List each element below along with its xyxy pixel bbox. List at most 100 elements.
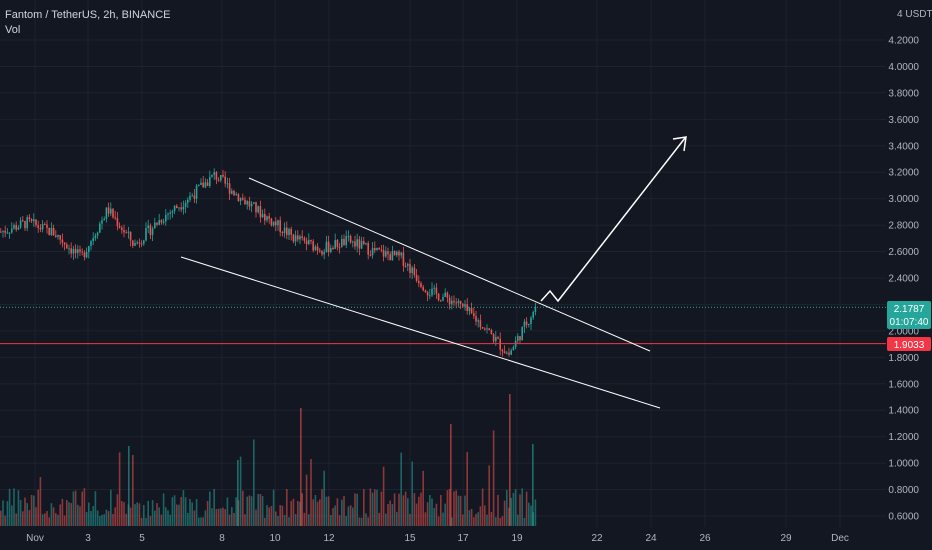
volume-bar xyxy=(308,514,310,526)
volume-label: Vol xyxy=(5,24,20,36)
candle-body xyxy=(336,240,339,248)
price-tick-label: 1.2000 xyxy=(888,432,919,443)
volume-bar xyxy=(68,502,70,526)
channel-lower-line[interactable] xyxy=(180,256,661,409)
channel-drawing[interactable] xyxy=(180,177,661,409)
volume-bar xyxy=(250,496,253,526)
volume-bar xyxy=(371,492,374,526)
volume-bar xyxy=(380,491,383,526)
candle-body xyxy=(81,251,83,253)
candle-body xyxy=(92,238,94,242)
candle-body xyxy=(288,228,290,236)
candle-body xyxy=(407,264,409,266)
volume-bar xyxy=(46,511,48,526)
volume-bar xyxy=(319,499,321,526)
time-tick-label: 26 xyxy=(699,533,711,544)
candle-body xyxy=(70,248,72,254)
volume-bar xyxy=(481,488,484,526)
candle-body xyxy=(94,235,97,239)
volume-bar xyxy=(220,508,222,526)
volume-bar xyxy=(387,504,389,526)
price-axis-unit: 4 USDT xyxy=(897,9,932,20)
candle-body xyxy=(235,194,237,196)
candle-body xyxy=(158,220,160,225)
candle-body xyxy=(338,247,341,249)
volume-bar xyxy=(288,517,290,526)
volume-bar xyxy=(294,513,297,526)
channel-upper-line[interactable] xyxy=(248,177,651,352)
volume-bar xyxy=(457,495,460,526)
volume-bar xyxy=(202,517,204,526)
candle-body xyxy=(19,220,22,228)
candle-body xyxy=(365,243,367,245)
volume-bar xyxy=(41,514,44,526)
candle-body xyxy=(112,208,114,218)
candle-body xyxy=(459,300,462,304)
candle-body xyxy=(173,205,176,212)
volume-bar xyxy=(391,504,394,526)
arrow-drawing[interactable] xyxy=(540,136,687,303)
volume-bar xyxy=(264,517,266,526)
candle-body xyxy=(268,216,270,219)
volume-bar xyxy=(70,503,72,526)
candle-body xyxy=(409,264,411,274)
candle-body xyxy=(316,246,319,251)
price-tick-label: 2.8000 xyxy=(888,221,919,232)
price-tick-label: 2.4000 xyxy=(888,274,919,285)
volume-bar xyxy=(272,489,275,526)
volume-bar xyxy=(140,517,143,526)
volume-bar xyxy=(143,505,145,526)
volume-bar xyxy=(259,493,262,526)
candle-body xyxy=(297,235,299,240)
volume-bar xyxy=(512,492,515,526)
candle-body xyxy=(354,241,356,247)
candle-body xyxy=(33,219,35,222)
candle-body xyxy=(246,201,248,205)
candle-body xyxy=(264,213,266,221)
volume-bar xyxy=(11,505,13,526)
volume-bars xyxy=(0,394,537,526)
volume-bar xyxy=(429,495,431,526)
candle-body xyxy=(294,235,297,242)
candle-body xyxy=(22,220,24,222)
volume-bar xyxy=(382,466,385,526)
volume-bar xyxy=(74,490,77,526)
candle-body xyxy=(90,241,92,247)
volume-bar xyxy=(305,474,308,526)
volume-bar xyxy=(171,497,174,526)
volume-bar xyxy=(35,507,37,526)
volume-bar xyxy=(486,514,488,526)
volume-bar xyxy=(19,499,22,526)
candle-body xyxy=(389,254,391,261)
candle-body xyxy=(345,236,347,246)
volume-bar xyxy=(534,499,537,526)
candle-body xyxy=(446,292,449,298)
candle-body xyxy=(250,203,253,207)
candle-body xyxy=(228,183,231,194)
candle-body xyxy=(239,197,242,202)
candle-body xyxy=(213,172,215,175)
volume-bar xyxy=(198,517,200,526)
candle-body xyxy=(35,219,37,226)
volume-bar xyxy=(426,502,429,526)
volume-bar xyxy=(352,507,354,526)
volume-bar xyxy=(222,507,224,526)
candle-body xyxy=(422,287,424,291)
candle-body xyxy=(523,321,526,327)
candle-body xyxy=(215,172,218,180)
candle-body xyxy=(17,227,20,230)
volume-bar xyxy=(121,500,123,526)
time-axis[interactable]: Nov 3 5 8 10 12 15 17 19 22 24 26 29 Dec xyxy=(26,533,849,544)
candle-body xyxy=(270,218,273,226)
price-tick-label: 3.8000 xyxy=(888,88,919,99)
volume-bar xyxy=(442,512,444,526)
volume-bar xyxy=(118,452,121,526)
volume-bar xyxy=(167,510,169,526)
candle-body xyxy=(151,228,154,235)
candle-body xyxy=(475,316,477,322)
volume-bar xyxy=(138,503,141,526)
volume-bar xyxy=(418,496,420,526)
candle-body xyxy=(110,208,112,214)
candle-body xyxy=(134,243,136,246)
